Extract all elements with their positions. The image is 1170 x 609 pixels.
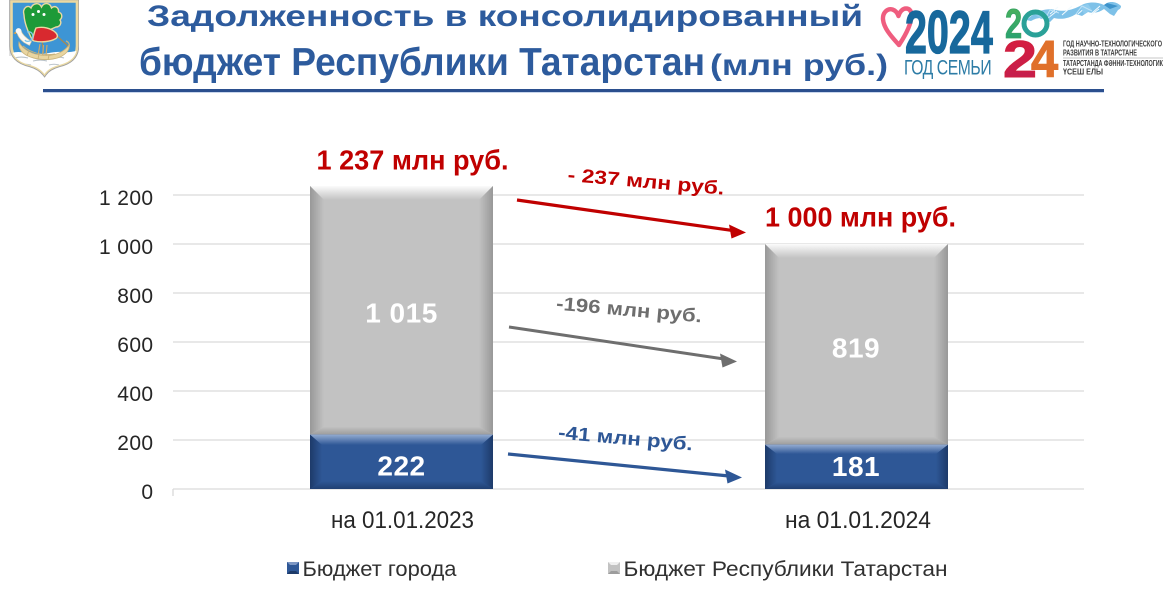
svg-text:1 237 млн руб.: 1 237 млн руб. (317, 145, 509, 176)
svg-text:600: 600 (117, 334, 153, 357)
svg-text:-196 млн руб.: -196 млн руб. (555, 294, 702, 328)
svg-text:ТАТАРСТАНДА ФӘННИ-ТЕХНОЛОГИК: ТАТАРСТАНДА ФӘННИ-ТЕХНОЛОГИК (1063, 59, 1163, 68)
svg-text:1 000: 1 000 (99, 236, 154, 259)
svg-text:ГОД СЕМЬИ: ГОД СЕМЬИ (904, 55, 992, 79)
svg-text:ҮСЕШ ЕЛЫ: ҮСЕШ ЕЛЫ (1063, 68, 1103, 77)
svg-text:на 01.01.2023: на 01.01.2023 (331, 507, 474, 534)
svg-text:200: 200 (117, 432, 153, 455)
svg-text:4: 4 (1031, 31, 1058, 88)
svg-text:2: 2 (1005, 0, 1022, 47)
svg-text:2: 2 (1003, 31, 1037, 88)
svg-text:400: 400 (117, 383, 153, 406)
svg-text:бюджет Республики Татарстан: бюджет Республики Татарстан (139, 41, 705, 84)
svg-text:181: 181 (832, 451, 880, 482)
svg-text:222: 222 (377, 450, 425, 481)
svg-text:Бюджет Республики Татарстан: Бюджет Республики Татарстан (624, 558, 948, 581)
svg-text:(млн руб.): (млн руб.) (710, 49, 888, 82)
svg-text:РАЗВИТИЯ В ТАТАРСТАНЕ: РАЗВИТИЯ В ТАТАРСТАНЕ (1063, 48, 1137, 57)
svg-text:ГОД НАУЧНО-ТЕХНОЛОГИЧЕСКОГО: ГОД НАУЧНО-ТЕХНОЛОГИЧЕСКОГО (1063, 40, 1162, 49)
svg-text:Задолженность в консолидирован: Задолженность в консолидированный (147, 0, 863, 33)
svg-text:-41 млн руб.: -41 млн руб. (557, 423, 693, 456)
svg-text:0: 0 (141, 481, 153, 504)
svg-text:819: 819 (832, 333, 880, 364)
svg-text:800: 800 (117, 285, 153, 308)
svg-text:Бюджет города: Бюджет города (303, 558, 457, 581)
svg-text:2024: 2024 (905, 0, 993, 66)
svg-text:1 200: 1 200 (99, 187, 154, 210)
svg-text:1 015: 1 015 (365, 298, 438, 329)
svg-text:1 000 млн руб.: 1 000 млн руб. (765, 202, 956, 233)
svg-text:на 01.01.2024: на 01.01.2024 (785, 507, 931, 534)
